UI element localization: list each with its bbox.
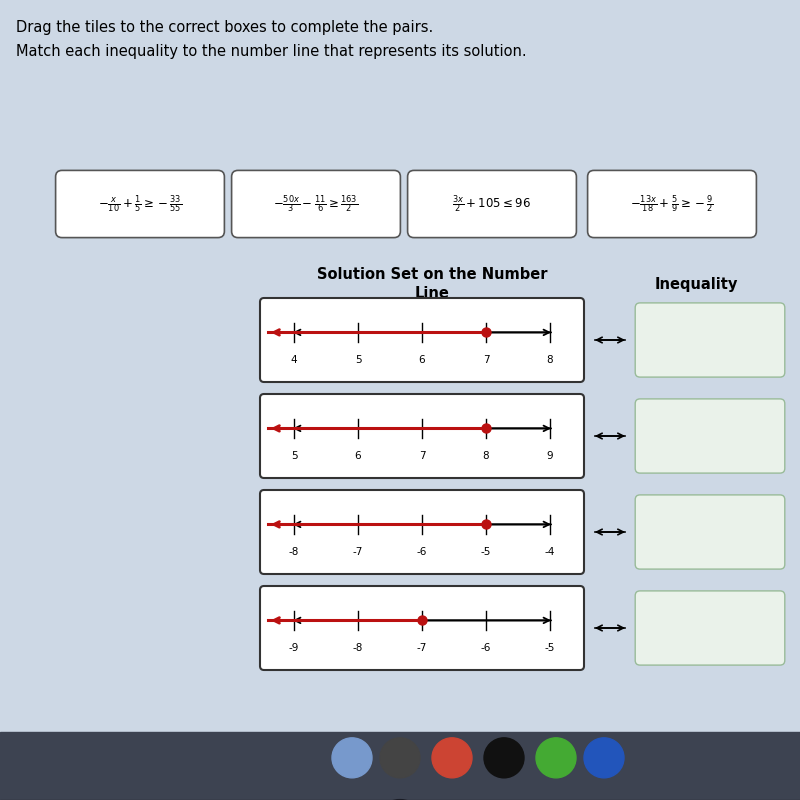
Text: $-\frac{50x}{3}-\frac{11}{6}\geq\frac{163}{2}$: $-\frac{50x}{3}-\frac{11}{6}\geq\frac{16… xyxy=(274,193,358,215)
Text: Solution Set on the Number
Line: Solution Set on the Number Line xyxy=(317,266,547,302)
Bar xyxy=(0,732,800,800)
FancyBboxPatch shape xyxy=(635,591,785,665)
FancyBboxPatch shape xyxy=(635,399,785,473)
FancyBboxPatch shape xyxy=(260,394,584,478)
Text: 6: 6 xyxy=(354,451,362,461)
Text: 5: 5 xyxy=(354,355,362,365)
Text: 9: 9 xyxy=(546,451,553,461)
Text: -6: -6 xyxy=(481,643,491,653)
Circle shape xyxy=(380,738,420,778)
FancyBboxPatch shape xyxy=(407,170,576,238)
Text: Drag the tiles to the correct boxes to complete the pairs.: Drag the tiles to the correct boxes to c… xyxy=(16,20,434,35)
Text: -6: -6 xyxy=(417,547,427,557)
Text: 7: 7 xyxy=(418,451,426,461)
Text: -5: -5 xyxy=(545,643,555,653)
Text: 5: 5 xyxy=(291,451,298,461)
FancyBboxPatch shape xyxy=(635,495,785,569)
Text: 7: 7 xyxy=(482,355,490,365)
Text: $-\frac{x}{10}+\frac{1}{5}\geq-\frac{33}{55}$: $-\frac{x}{10}+\frac{1}{5}\geq-\frac{33}… xyxy=(98,193,182,215)
Circle shape xyxy=(432,738,472,778)
Text: 8: 8 xyxy=(546,355,553,365)
FancyBboxPatch shape xyxy=(635,303,785,377)
Text: -7: -7 xyxy=(353,547,363,557)
FancyBboxPatch shape xyxy=(260,586,584,670)
Circle shape xyxy=(584,738,624,778)
Text: -8: -8 xyxy=(353,643,363,653)
Text: -5: -5 xyxy=(481,547,491,557)
FancyBboxPatch shape xyxy=(260,298,584,382)
Circle shape xyxy=(536,738,576,778)
Text: Match each inequality to the number line that represents its solution.: Match each inequality to the number line… xyxy=(16,44,526,59)
FancyBboxPatch shape xyxy=(232,170,400,238)
FancyBboxPatch shape xyxy=(587,170,757,238)
Text: 6: 6 xyxy=(418,355,426,365)
Text: 4: 4 xyxy=(291,355,298,365)
Text: 8: 8 xyxy=(482,451,490,461)
Text: Inequality: Inequality xyxy=(654,277,738,291)
Circle shape xyxy=(332,738,372,778)
Text: $\frac{3x}{2}+105\leq 96$: $\frac{3x}{2}+105\leq 96$ xyxy=(453,193,531,215)
Text: -8: -8 xyxy=(289,547,299,557)
Text: -7: -7 xyxy=(417,643,427,653)
Circle shape xyxy=(484,738,524,778)
FancyBboxPatch shape xyxy=(55,170,224,238)
Text: -4: -4 xyxy=(545,547,555,557)
Text: -9: -9 xyxy=(289,643,299,653)
Text: $-\frac{13x}{18}+\frac{5}{9}\geq-\frac{9}{2}$: $-\frac{13x}{18}+\frac{5}{9}\geq-\frac{9… xyxy=(630,193,714,215)
FancyBboxPatch shape xyxy=(260,490,584,574)
